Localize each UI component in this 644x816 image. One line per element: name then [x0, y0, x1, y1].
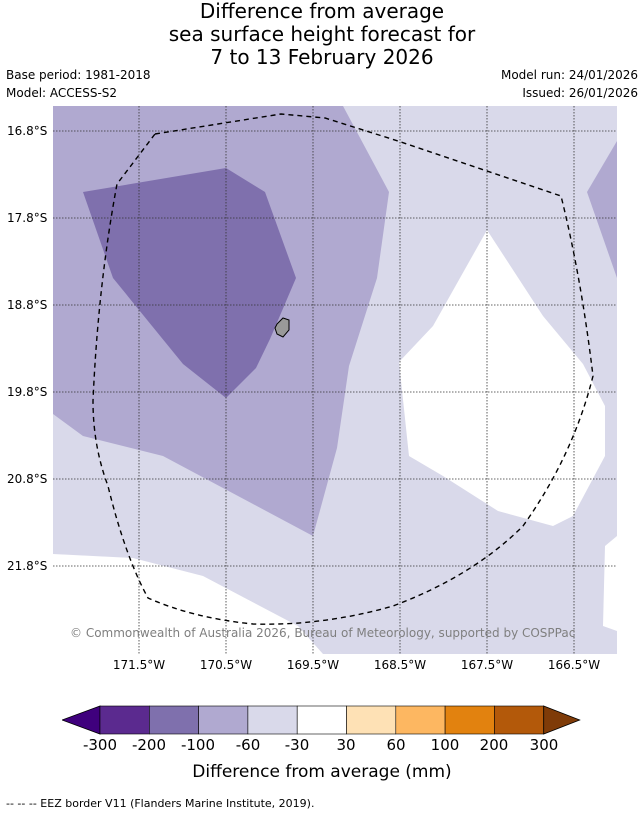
- band-neutral-east: [603, 536, 617, 631]
- title-line-3: 7 to 13 February 2026: [210, 45, 434, 69]
- model-name: Model: ACCESS-S2: [6, 86, 118, 100]
- eez-border: [92, 113, 594, 625]
- lat-label: 19.8°S: [7, 385, 48, 399]
- lat-label: 18.8°S: [7, 298, 48, 312]
- model-run: Model run: 24/01/2026: [500, 68, 638, 82]
- colorbar-label: Difference from average (mm): [192, 762, 452, 782]
- band-dark-purple: [83, 168, 296, 398]
- colorbar-cell: [99, 705, 150, 735]
- chart-title: Difference from average sea surface heig…: [0, 0, 644, 69]
- title-line-1: Difference from average: [199, 0, 445, 23]
- colorbar: [62, 705, 581, 735]
- colorbar-tick: -100: [180, 736, 216, 754]
- lat-label: 17.8°S: [7, 211, 48, 225]
- island-shape: [274, 317, 290, 338]
- lon-label: 168.5°W: [373, 658, 427, 672]
- colorbar-tick: 30: [336, 736, 356, 754]
- band-neutral-center: [399, 230, 605, 526]
- colorbar-tick: 200: [479, 736, 509, 754]
- colorbar-tick: -200: [131, 736, 167, 754]
- base-period: Base period: 1981-2018: [6, 68, 151, 82]
- colorbar-tick: 100: [430, 736, 460, 754]
- title-line-2: sea surface height forecast for: [168, 22, 476, 46]
- colorbar-cell: [494, 705, 544, 735]
- colorbar-tick: -60: [235, 736, 261, 754]
- lon-label: 171.5°W: [112, 658, 166, 672]
- lon-label: 169.5°W: [286, 658, 340, 672]
- lon-label: 170.5°W: [199, 658, 253, 672]
- eez-legend: -- -- -- EEZ border V11 (Flanders Marine…: [6, 797, 315, 810]
- colorbar-cell: [346, 705, 397, 735]
- lat-label: 16.8°S: [7, 124, 48, 138]
- meta-right: Model run: 24/01/2026 Issued: 26/01/2026: [501, 66, 638, 102]
- lat-label: 20.8°S: [7, 472, 48, 486]
- colorbar-cell: [296, 705, 347, 735]
- band-neutral-south: [53, 554, 323, 654]
- colorbar-cell: [198, 705, 249, 735]
- colorbar-cell: [149, 705, 199, 735]
- lat-label: 21.8°S: [7, 559, 48, 573]
- colorbar-tick: 300: [529, 736, 559, 754]
- map-gridlines: [53, 106, 617, 654]
- colorbar-tick: -30: [284, 736, 310, 754]
- issued-date: Issued: 26/01/2026: [522, 86, 638, 100]
- copyright-notice: © Commonwealth of Australia 2026, Bureau…: [70, 626, 576, 640]
- colorbar-cell: [247, 705, 298, 735]
- colorbar-cell: [444, 705, 495, 735]
- colorbar-arrow-right: [543, 705, 581, 735]
- colorbar-arrow-left: [62, 705, 101, 735]
- band-medium-purple-east: [587, 141, 617, 278]
- colorbar-tick: 60: [386, 736, 406, 754]
- lon-label: 167.5°W: [460, 658, 514, 672]
- lon-label: 166.5°W: [547, 658, 601, 672]
- meta-left: Base period: 1981-2018 Model: ACCESS-S2: [6, 66, 151, 102]
- anomaly-map: [53, 106, 617, 654]
- colorbar-cell: [395, 705, 446, 735]
- colorbar-tick: -300: [82, 736, 118, 754]
